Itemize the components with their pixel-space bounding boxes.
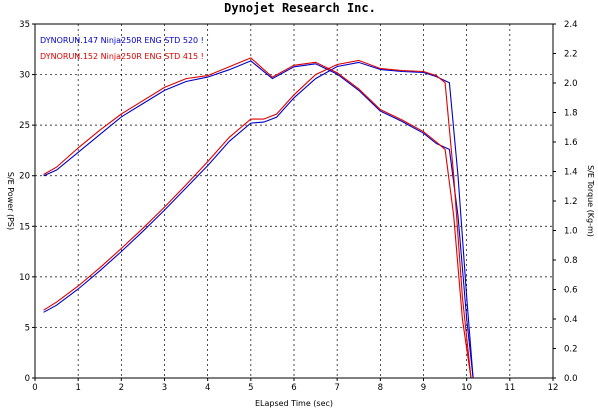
y-axis-right-label: S/E Torque (Kg-m) xyxy=(586,165,595,237)
y-axis-left: 0 5 10 15 20 25 30 35 xyxy=(19,20,35,384)
y-right-tick-label: 0.0 xyxy=(564,374,578,384)
legend-entry-run-152: DYNORUN.152 Ninja250R ENG STD 415 ! xyxy=(40,52,204,61)
y-left-tick-label: 10 xyxy=(19,273,30,283)
y-right-tick-label: 0.6 xyxy=(564,286,578,296)
x-axis-label: ELapsed Time (sec) xyxy=(255,399,333,408)
y-left-tick-label: 0 xyxy=(25,374,30,384)
y-right-tick-label: 0.4 xyxy=(564,315,578,325)
y-left-tick-label: 35 xyxy=(19,20,30,30)
y-axis-right: 0.0 0.2 0.4 0.6 0.8 1.0 1.2 1.4 1.6 1.8 2.0 2.2 2.4 xyxy=(553,20,578,384)
torque-line-series-0 xyxy=(43,60,474,379)
x-tick-label: 3 xyxy=(162,383,167,393)
chart-title: Dynojet Research Inc. xyxy=(224,1,376,15)
x-tick-label: 10 xyxy=(461,383,472,393)
y-left-tick-label: 25 xyxy=(19,121,30,131)
x-tick-label: 2 xyxy=(119,383,124,393)
x-tick-label: 5 xyxy=(248,383,253,393)
x-tick-label: 4 xyxy=(205,383,210,393)
x-tick-label: 0 xyxy=(32,383,37,393)
y-right-tick-label: 0.2 xyxy=(564,345,578,355)
y-right-tick-label: 2.0 xyxy=(564,79,578,89)
y-left-tick-label: 20 xyxy=(19,172,30,182)
y-right-tick-label: 2.2 xyxy=(564,50,578,60)
y-left-tick-label: 30 xyxy=(19,71,30,81)
y-left-tick-label: 5 xyxy=(25,323,30,333)
legend-entry-run-147: DYNORUN.147 Ninja250R ENG STD 520 ! xyxy=(40,36,204,45)
power-line-series-0 xyxy=(43,61,474,379)
y-right-tick-label: 1.8 xyxy=(564,109,578,119)
y-right-tick-label: 1.0 xyxy=(564,227,578,237)
y-left-tick-label: 15 xyxy=(19,222,30,232)
y-axis-left-label: S/E Power (PS) xyxy=(6,172,15,230)
x-axis: 0 1 2 3 4 5 6 7 8 9 10 11 12 xyxy=(32,378,558,393)
x-tick-label: 9 xyxy=(421,383,426,393)
y-right-tick-label: 1.6 xyxy=(564,138,578,148)
grid xyxy=(35,24,553,378)
x-tick-label: 6 xyxy=(291,383,296,393)
y-right-tick-label: 1.2 xyxy=(564,197,578,207)
series-layer xyxy=(43,57,474,379)
y-right-tick-label: 1.4 xyxy=(564,168,578,178)
torque-line-series-1 xyxy=(43,57,472,379)
x-tick-label: 8 xyxy=(378,383,383,393)
x-tick-label: 1 xyxy=(75,383,80,393)
y-right-tick-label: 2.4 xyxy=(564,20,578,30)
x-tick-label: 7 xyxy=(334,383,339,393)
x-tick-label: 11 xyxy=(504,383,515,393)
power-line-series-1 xyxy=(43,59,472,379)
y-right-tick-label: 0.8 xyxy=(564,256,578,266)
x-tick-label: 12 xyxy=(548,383,559,393)
